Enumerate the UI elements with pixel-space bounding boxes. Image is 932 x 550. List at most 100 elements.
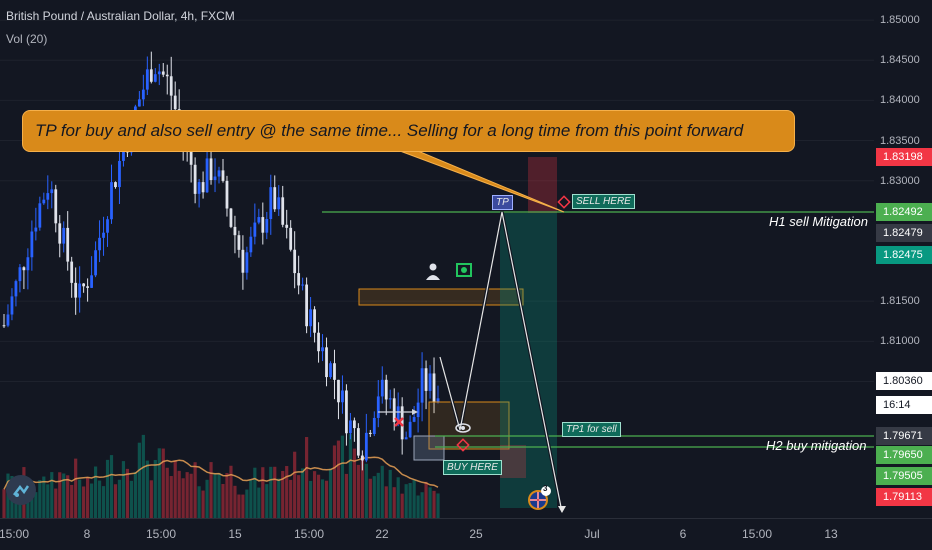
volume-bar <box>86 477 90 518</box>
buy-zone-box[interactable] <box>428 401 510 450</box>
volume-bar <box>189 473 193 518</box>
eye-icon[interactable] <box>455 423 471 433</box>
volume-bar <box>117 479 122 518</box>
tp-label[interactable]: TP <box>492 195 513 210</box>
volume-bar <box>193 462 197 518</box>
diamond-icon[interactable] <box>456 438 470 452</box>
callout-note[interactable]: TP for buy and also sell entry @ the sam… <box>22 110 795 152</box>
candle-body <box>352 420 356 429</box>
volume-bar <box>312 471 317 518</box>
volume-bar <box>281 470 285 518</box>
volume-bar <box>229 465 233 518</box>
time-axis[interactable] <box>0 518 932 550</box>
candle-body <box>289 227 293 250</box>
chart-plot-area[interactable] <box>0 0 874 518</box>
volume-bar <box>324 480 329 518</box>
volume-bar <box>360 456 364 518</box>
candle-body <box>345 390 348 434</box>
projected-path-inner <box>439 211 563 513</box>
candle-body <box>26 257 30 271</box>
candle-body <box>273 187 277 210</box>
candle-body <box>436 398 440 402</box>
volume-bar <box>38 479 42 518</box>
sell-zone-box[interactable] <box>358 288 524 306</box>
volume-bar <box>253 467 257 518</box>
candle-body <box>432 373 436 402</box>
volume-bar <box>105 459 110 518</box>
candle-body <box>380 379 384 397</box>
volume-indicator-legend[interactable]: Vol (20) <box>6 32 48 46</box>
tradingview-logo-icon[interactable] <box>6 475 36 505</box>
volume-bar <box>308 480 313 518</box>
volume-bar <box>221 483 225 518</box>
tp1-for-sell-label[interactable]: TP1 for sell <box>562 422 621 437</box>
candle-body <box>404 437 408 440</box>
candle-body <box>392 398 396 423</box>
volume-bar <box>261 467 265 518</box>
candle-body <box>161 71 165 75</box>
candle-body <box>225 180 229 209</box>
time-tick-label: 15 <box>228 527 242 541</box>
sell-here-label[interactable]: SELL HERE <box>572 194 635 209</box>
candle-body <box>360 455 364 461</box>
volume-bar <box>54 488 58 518</box>
volume-bar <box>404 484 408 518</box>
symbol-legend[interactable]: British Pound / Australian Dollar, 4h, F… <box>6 9 235 23</box>
small-buy-box[interactable] <box>413 435 445 461</box>
candle-body <box>376 396 380 418</box>
candle-body <box>297 273 301 286</box>
event-count-badge: 3 <box>543 484 548 493</box>
uk-flag-icon[interactable] <box>528 486 551 510</box>
candle-body <box>396 406 400 423</box>
volume-bar <box>356 464 360 518</box>
candle-body <box>201 182 205 193</box>
volume-bar <box>133 471 137 518</box>
volume-bar <box>173 460 177 518</box>
candle-body <box>305 284 309 327</box>
candle-body <box>74 282 78 298</box>
candle-body <box>133 106 137 114</box>
price-tick-label: 1.84500 <box>880 54 920 67</box>
candle-body <box>257 217 261 223</box>
candle-body <box>313 309 316 333</box>
volume-bar <box>205 479 209 518</box>
candle-body <box>153 74 157 82</box>
volume-bar <box>420 492 424 518</box>
volume-bar <box>66 475 70 518</box>
candle-body <box>10 296 14 315</box>
candle-body <box>249 236 253 253</box>
candle-body <box>173 95 177 110</box>
candle-body <box>110 182 113 220</box>
candle-body <box>329 363 332 378</box>
volume-bar <box>42 476 46 518</box>
candle-body <box>325 347 328 378</box>
long-position-stop-area[interactable] <box>500 445 526 478</box>
short-position-stop-area[interactable] <box>528 157 557 213</box>
volume-bar <box>161 448 165 518</box>
price-tick-label: 1.83500 <box>880 134 920 147</box>
short-position-target-area[interactable] <box>500 213 557 508</box>
candle-body <box>137 99 141 107</box>
price-tick-label: 1.84000 <box>880 94 920 107</box>
x-mark-icon[interactable] <box>394 417 404 427</box>
volume-bar <box>78 479 82 518</box>
candle-body <box>388 398 392 400</box>
price-tick-label: 1.85000 <box>880 14 920 27</box>
candle-body <box>368 432 372 435</box>
candle-body <box>46 193 50 200</box>
candle-body <box>165 74 169 77</box>
buy-here-label[interactable]: BUY HERE <box>443 460 502 475</box>
target-icon[interactable] <box>557 195 571 209</box>
volume-bar <box>277 478 281 518</box>
price-tick-label: 1.83000 <box>880 174 920 187</box>
volume-bar <box>233 485 237 518</box>
candle-body <box>233 226 237 236</box>
candle-body <box>245 252 249 273</box>
volume-bar <box>89 483 94 518</box>
price-tag: 1.82492 <box>876 203 932 221</box>
price-tag: 1.83198 <box>876 148 932 166</box>
volume-bar <box>396 477 400 518</box>
dollar-icon[interactable] <box>456 263 472 277</box>
candle-body <box>309 309 312 327</box>
person-icon[interactable] <box>426 263 440 281</box>
